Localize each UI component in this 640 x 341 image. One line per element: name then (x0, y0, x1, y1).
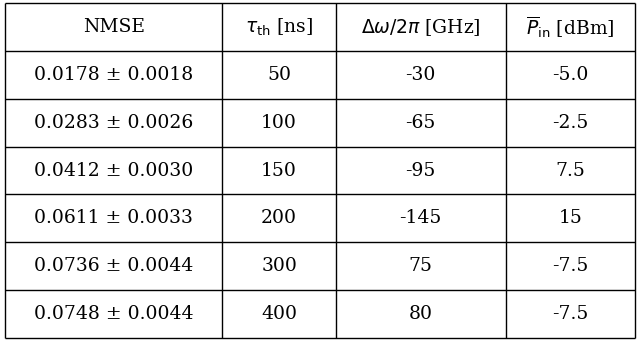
Text: 400: 400 (261, 305, 297, 323)
Text: $\Delta\omega/2\pi$ [GHz]: $\Delta\omega/2\pi$ [GHz] (361, 17, 481, 38)
Text: NMSE: NMSE (83, 18, 145, 36)
Text: -7.5: -7.5 (552, 305, 589, 323)
Text: 75: 75 (409, 257, 433, 275)
Text: -5.0: -5.0 (552, 66, 589, 84)
Text: 0.0178 ± 0.0018: 0.0178 ± 0.0018 (34, 66, 193, 84)
Text: 0.0283 ± 0.0026: 0.0283 ± 0.0026 (34, 114, 193, 132)
Text: 100: 100 (261, 114, 297, 132)
Text: 7.5: 7.5 (556, 162, 585, 179)
Text: -145: -145 (399, 209, 442, 227)
Text: $\tau_{\mathrm{th}}$ [ns]: $\tau_{\mathrm{th}}$ [ns] (245, 17, 313, 38)
Text: 50: 50 (267, 66, 291, 84)
Text: -7.5: -7.5 (552, 257, 589, 275)
Text: 150: 150 (261, 162, 297, 179)
Text: 80: 80 (409, 305, 433, 323)
Text: -95: -95 (406, 162, 436, 179)
Text: 0.0748 ± 0.0044: 0.0748 ± 0.0044 (34, 305, 193, 323)
Text: 0.0412 ± 0.0030: 0.0412 ± 0.0030 (34, 162, 193, 179)
Text: -2.5: -2.5 (552, 114, 589, 132)
Text: 0.0736 ± 0.0044: 0.0736 ± 0.0044 (34, 257, 193, 275)
Text: -30: -30 (406, 66, 436, 84)
Text: $\overline{P}_{\mathrm{in}}$ [dBm]: $\overline{P}_{\mathrm{in}}$ [dBm] (526, 14, 614, 40)
Text: 15: 15 (558, 209, 582, 227)
Text: -65: -65 (406, 114, 436, 132)
Text: 200: 200 (261, 209, 297, 227)
Text: 0.0611 ± 0.0033: 0.0611 ± 0.0033 (35, 209, 193, 227)
Text: 300: 300 (261, 257, 297, 275)
